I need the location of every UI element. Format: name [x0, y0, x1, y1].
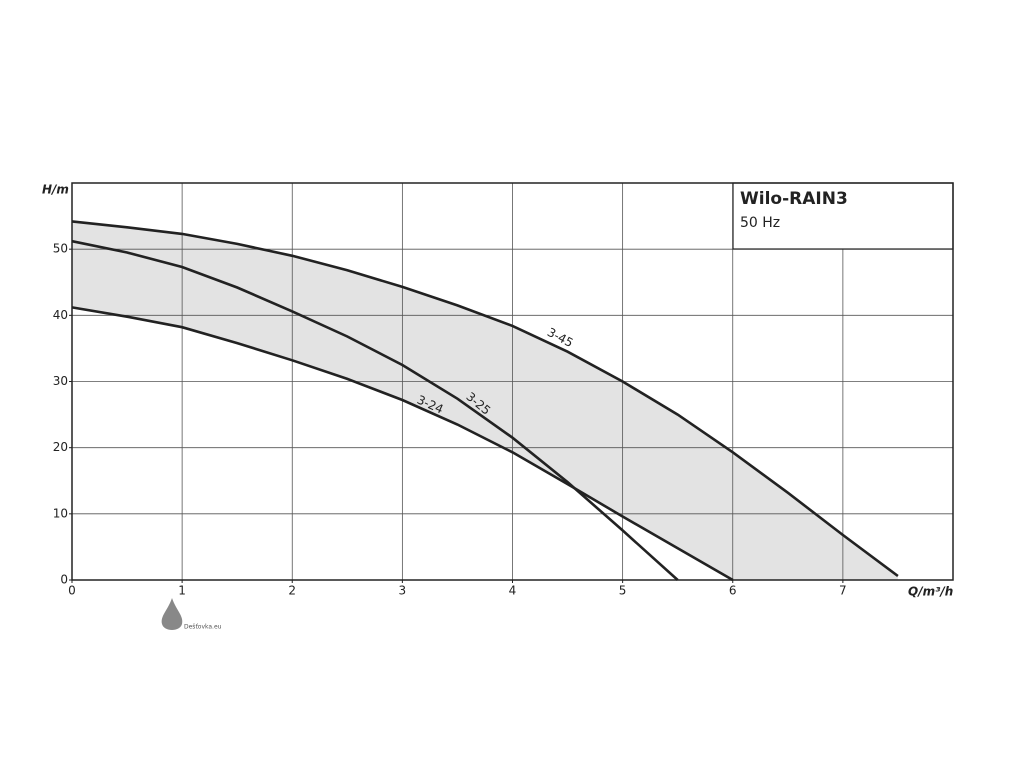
chart-title: Wilo-RAIN3 [740, 189, 848, 209]
x-tick-label: 3 [399, 584, 407, 598]
y-tick-label: 40 [53, 308, 68, 322]
x-tick-label: 4 [509, 584, 517, 598]
x-axis-label: Q/m³/h [908, 585, 953, 599]
x-tick-label: 7 [839, 584, 847, 598]
y-tick-label: 30 [53, 374, 68, 388]
x-tick-label: 5 [619, 584, 627, 598]
y-tick-label: 50 [53, 242, 68, 256]
y-axis-label: H/m [42, 183, 69, 197]
y-tick-label: 10 [53, 506, 68, 520]
y-tick-label: 20 [53, 440, 68, 454]
y-tick-label: 0 [60, 573, 68, 587]
watermark: Dešťovka.eu [184, 624, 222, 631]
curve [71, 220, 899, 578]
chart-subtitle: 50 Hz [740, 215, 780, 231]
x-tick-label: 0 [68, 584, 76, 598]
curve [71, 306, 734, 582]
x-tick-label: 1 [178, 584, 186, 598]
x-tick-label: 6 [729, 584, 737, 598]
x-tick-label: 2 [288, 584, 296, 598]
watermark-icon [161, 598, 183, 630]
